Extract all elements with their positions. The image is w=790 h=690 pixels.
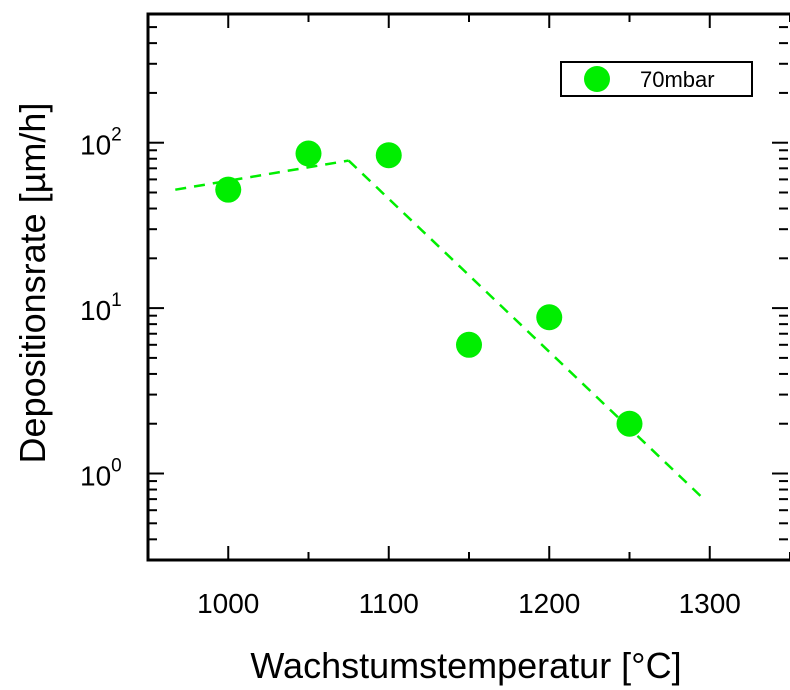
y-tick-base: 10: [80, 130, 111, 161]
data-points: [215, 140, 643, 437]
x-tick-labels: 1000 1100 1200 1300: [197, 588, 741, 619]
legend-marker: [584, 66, 610, 92]
x-axis-title: Wachstumstemperatur [°C]: [250, 645, 681, 686]
fit-line: [175, 159, 349, 191]
x-tick-label: 1100: [359, 588, 419, 619]
y-tick-base: 10: [80, 295, 111, 326]
x-tick-label: 1300: [679, 588, 741, 619]
data-point: [375, 142, 402, 169]
legend: 70mbar: [560, 61, 753, 97]
data-point: [536, 304, 563, 331]
plot-frame: [146, 12, 790, 562]
fit-lines: [175, 159, 703, 499]
y-tick-label: 101: [80, 290, 122, 326]
y-tick-label: 100: [80, 456, 122, 492]
fit-line: [347, 159, 703, 499]
y-tick-exponent: 0: [111, 456, 122, 477]
x-tick-label: 1000: [197, 588, 259, 619]
data-point: [456, 331, 482, 358]
y-tick-exponent: 1: [111, 290, 122, 311]
data-point: [295, 140, 322, 167]
y-tick-exponent: 2: [111, 125, 122, 146]
y-tick-label: 102: [80, 125, 122, 161]
x-tick-label: 1200: [518, 588, 580, 619]
y-axis-title: Depositionsrate [µm/h]: [12, 103, 53, 464]
data-point: [616, 410, 643, 437]
data-point: [215, 176, 242, 203]
legend-label: 70mbar: [640, 67, 715, 92]
y-tick-base: 10: [80, 461, 111, 492]
